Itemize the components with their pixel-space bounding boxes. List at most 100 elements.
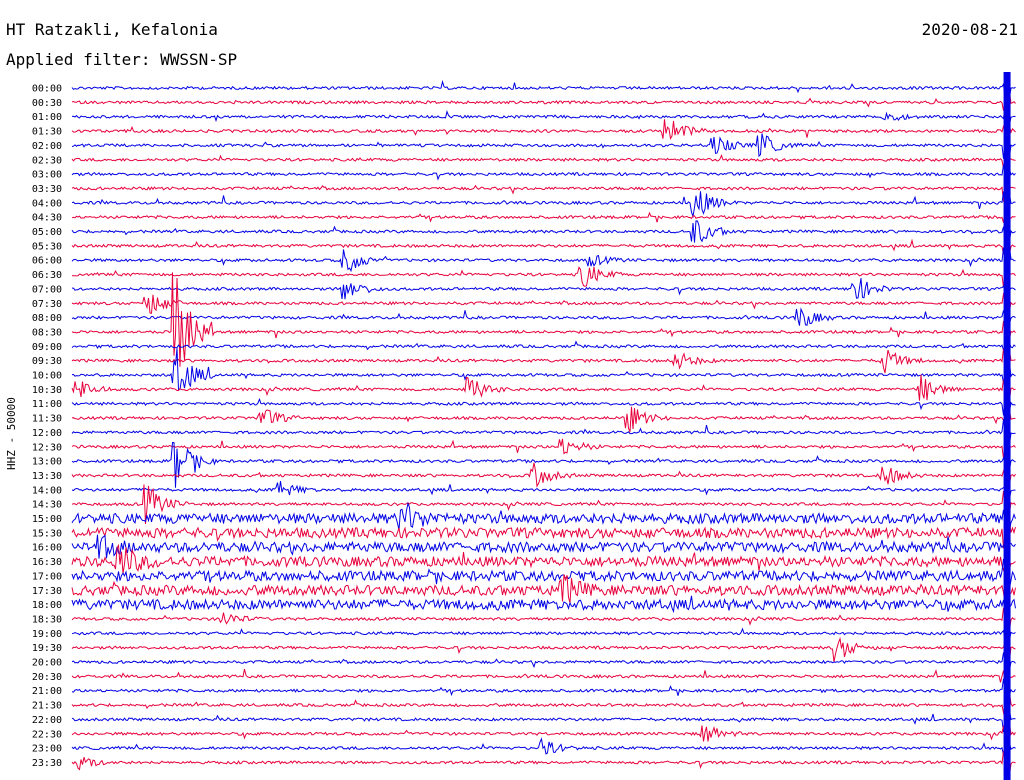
trace-row	[71, 484, 1016, 525]
time-tick-label: 11:00	[32, 399, 62, 410]
y-axis-label: HHZ - 50000	[5, 397, 18, 470]
time-tick-label: 05:00	[32, 227, 62, 238]
time-tick-label: 12:00	[32, 428, 62, 439]
trace-row	[71, 246, 1016, 273]
time-tick-label: 08:30	[32, 327, 62, 338]
date-label: 2020-08-21	[921, 20, 1018, 39]
time-tick-label: 16:00	[32, 543, 62, 554]
trace-row	[71, 119, 1016, 140]
trace-row	[71, 191, 1016, 219]
trace-row	[71, 441, 1016, 488]
time-tick-label: 08:00	[32, 313, 62, 324]
time-tick-label: 02:00	[32, 141, 62, 152]
trace-row	[71, 635, 1016, 662]
trace-row	[71, 651, 1016, 670]
time-tick-label: 07:00	[32, 284, 62, 295]
time-tick-labels: 00:00 00:30 01:00 01:30 02:00 02:30 03:00 03:30…	[32, 84, 62, 769]
trace-row	[71, 664, 1016, 689]
time-tick-label: 20:00	[32, 658, 62, 669]
time-tick-label: 00:00	[32, 84, 62, 95]
time-tick-label: 21:00	[32, 686, 62, 697]
time-tick-label: 10:30	[32, 385, 62, 396]
trace-row	[71, 75, 1016, 100]
trace-row	[71, 348, 1016, 374]
time-tick-label: 03:00	[32, 170, 62, 181]
trace-row	[71, 534, 1016, 559]
trace-row	[71, 748, 1016, 776]
trace-row	[71, 340, 1016, 358]
trace-row	[71, 517, 1016, 549]
trace-row	[71, 133, 1016, 159]
trace-row	[71, 419, 1016, 445]
time-tick-label: 13:30	[32, 471, 62, 482]
filter-label: Applied filter: WWSSN-SP	[6, 50, 238, 69]
time-tick-label: 13:00	[32, 457, 62, 468]
time-tick-label: 10:00	[32, 371, 62, 382]
trace-row	[71, 558, 1016, 590]
trace-row	[71, 152, 1016, 169]
time-tick-label: 15:00	[32, 514, 62, 525]
trace-row	[71, 263, 1016, 288]
time-tick-label: 01:30	[32, 127, 62, 138]
trace-row	[71, 220, 1016, 244]
trace-row	[71, 161, 1016, 181]
station-title: HT Ratzakli, Kefalonia	[6, 20, 218, 39]
trace-row	[71, 106, 1016, 125]
time-tick-label: 18:30	[32, 614, 62, 625]
time-tick-label: 14:00	[32, 485, 62, 496]
time-tick-label: 18:00	[32, 600, 62, 611]
time-tick-label: 16:30	[32, 557, 62, 568]
trace-row	[71, 374, 1016, 402]
trace-row	[71, 595, 1016, 621]
trace-row	[71, 721, 1016, 743]
trace-row	[71, 406, 1016, 433]
time-tick-label: 23:30	[32, 758, 62, 769]
time-tick-label: 01:00	[32, 112, 62, 123]
trace-row	[71, 543, 1016, 574]
time-tick-label: 04:00	[32, 198, 62, 209]
time-tick-label: 17:30	[32, 586, 62, 597]
time-tick-label: 17:00	[32, 571, 62, 582]
time-tick-label: 19:00	[32, 629, 62, 640]
seismic-traces	[71, 72, 1016, 780]
time-tick-label: 14:30	[32, 500, 62, 511]
trace-row	[71, 307, 1016, 326]
time-tick-label: 23:00	[32, 744, 62, 755]
time-tick-label: 11:30	[32, 414, 62, 425]
trace-row	[71, 607, 1016, 630]
time-tick-label: 00:30	[32, 98, 62, 109]
saturated-trace-band	[1003, 72, 1011, 780]
time-tick-label: 22:30	[32, 729, 62, 740]
trace-row	[71, 677, 1016, 697]
time-tick-label: 06:30	[32, 270, 62, 281]
time-tick-label: 09:30	[32, 356, 62, 367]
time-tick-label: 06:00	[32, 256, 62, 267]
time-tick-label: 02:30	[32, 155, 62, 166]
trace-row	[71, 438, 1016, 459]
time-tick-label: 22:00	[32, 715, 62, 726]
trace-row	[71, 348, 1016, 391]
time-tick-label: 12:30	[32, 442, 62, 453]
trace-row	[71, 238, 1016, 255]
time-tick-label: 05:30	[32, 241, 62, 252]
time-tick-label: 15:30	[32, 528, 62, 539]
time-tick-label: 09:00	[32, 342, 62, 353]
trace-row	[71, 91, 1016, 111]
time-tick-label: 04:30	[32, 213, 62, 224]
trace-row	[71, 574, 1016, 605]
trace-row	[71, 292, 1016, 314]
time-tick-label: 03:30	[32, 184, 62, 195]
trace-row	[71, 462, 1016, 488]
trace-row	[71, 709, 1016, 734]
trace-row	[72, 278, 1016, 300]
trace-row	[71, 184, 1016, 202]
trace-row	[71, 627, 1016, 643]
trace-row	[71, 478, 1016, 499]
trace-row	[71, 692, 1016, 720]
trace-row	[71, 272, 1016, 367]
time-tick-label: 21:30	[32, 701, 62, 712]
time-tick-label: 07:30	[32, 299, 62, 310]
time-tick-label: 20:30	[32, 672, 62, 683]
time-tick-label: 19:30	[32, 643, 62, 654]
